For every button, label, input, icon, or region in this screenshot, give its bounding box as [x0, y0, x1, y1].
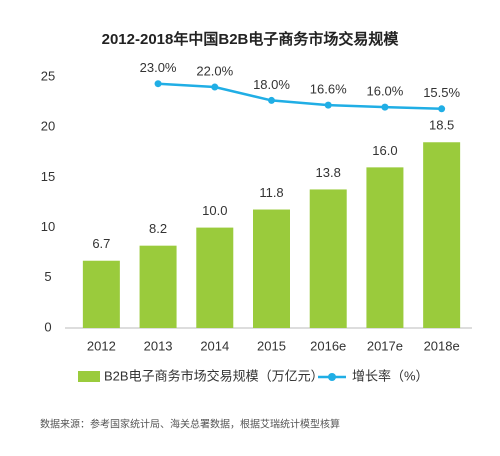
data-label: 10.0 [202, 203, 227, 218]
data-label: 6.7 [92, 236, 110, 251]
x-tick-label: 2012 [87, 338, 116, 353]
data-label: 23.0% [140, 60, 177, 75]
data-label: 18.5 [429, 118, 454, 133]
bar [309, 189, 347, 328]
data-label: 8.2 [149, 221, 167, 236]
chart-title: 2012-2018年中国B2B电子商务市场交易规模 [102, 30, 400, 48]
legend-label: 增长率（%） [352, 368, 429, 383]
line [157, 82, 442, 111]
x-tick-label: 2015 [257, 338, 286, 353]
y-tick-label: 20 [41, 119, 55, 134]
line-marker [324, 101, 332, 109]
y-tick-label: 15 [41, 169, 55, 184]
bar [366, 167, 404, 328]
x-tick-label: 2014 [200, 338, 229, 353]
x-tick-label: 2013 [144, 338, 173, 353]
bar [196, 227, 234, 328]
data-label: 11.8 [259, 185, 283, 200]
bar [253, 209, 290, 328]
bar [139, 245, 177, 328]
bar [82, 260, 120, 328]
data-label: 16.0% [366, 84, 403, 99]
source-note: 数据来源：参考国家统计局、海关总署数据，根据艾瑞统计模型核算 [40, 418, 340, 431]
bar [423, 142, 461, 328]
legend-swatch-marker [328, 373, 336, 381]
x-tick-label: 2018e [424, 338, 460, 353]
y-tick-label: 5 [44, 269, 51, 284]
x-tick-label: 2017e [367, 338, 403, 353]
data-label: 16.6% [310, 82, 347, 97]
x-tick-label: 2016e [310, 338, 346, 353]
legend-label: B2B电子商务市场交易规模（万亿元） [104, 368, 324, 383]
data-label: 13.8 [316, 165, 341, 180]
data-label: 15.5% [423, 85, 460, 100]
line-marker [154, 80, 162, 88]
line-marker [211, 83, 219, 91]
y-tick-label: 10 [41, 219, 55, 234]
y-tick-label: 0 [44, 319, 51, 334]
y-tick-label: 25 [41, 68, 55, 83]
legend-swatch-bar [78, 371, 100, 382]
line-marker [438, 105, 446, 113]
data-label: 22.0% [196, 63, 233, 78]
data-label: 16.0 [372, 143, 397, 158]
data-label: 18.0% [253, 77, 290, 92]
line-marker [381, 103, 389, 111]
line-marker [268, 96, 275, 104]
